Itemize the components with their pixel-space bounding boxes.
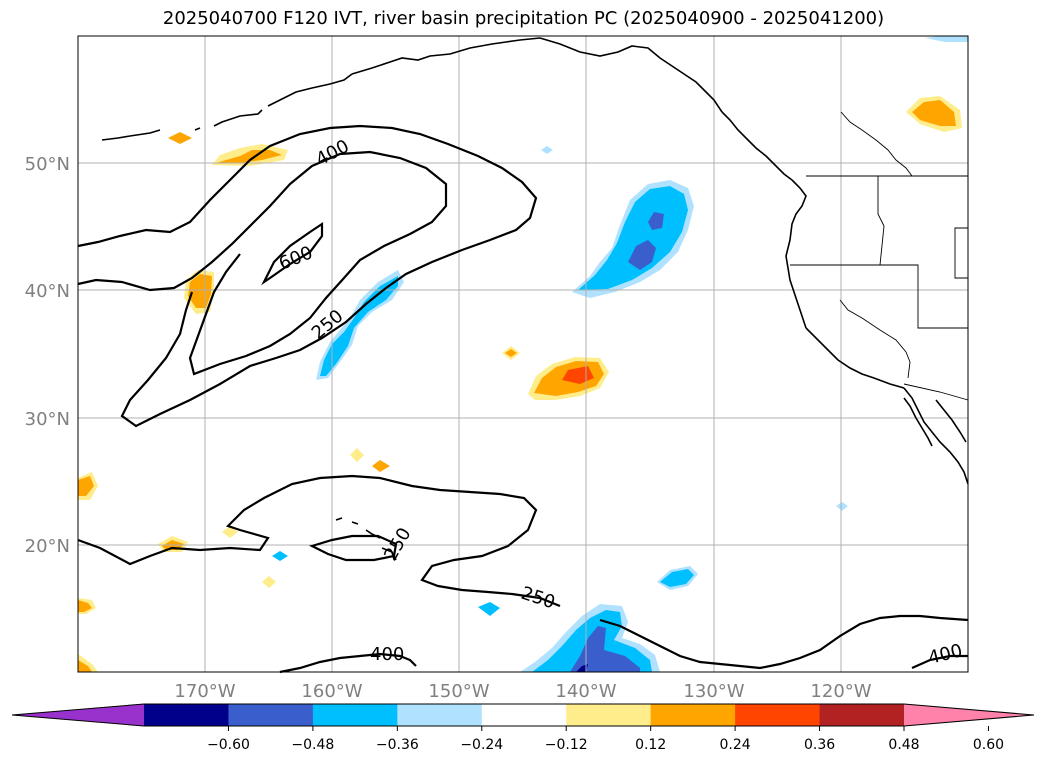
anomaly-orange-ne [912, 100, 956, 126]
lon-label-170w: 170°W [174, 681, 235, 702]
anomaly-orange-edge2 [78, 600, 92, 612]
graticule [78, 36, 968, 672]
anomaly-blue-small5 [836, 502, 848, 511]
colorbar-segment [312, 704, 398, 726]
anomaly-darkblue-south [570, 626, 640, 672]
colorbar-outline [11, 703, 1035, 727]
anomaly-cyan-band [320, 276, 398, 376]
colorbar-tick-label: −0.12 [545, 737, 588, 753]
colorbar-segment [819, 704, 905, 726]
ivt-contours [77, 124, 969, 674]
colorbar-tick-label: 0.12 [635, 737, 666, 753]
anomaly-cyan-small3 [272, 551, 288, 561]
map-title: 2025040700 F120 IVT, river basin precipi… [162, 8, 885, 29]
anomaly-cyan-small2 [478, 602, 500, 616]
lat-label-20n: 20°N [25, 536, 70, 557]
colorbar-segment [735, 704, 821, 726]
longitude-labels: 170°W 160°W 150°W 140°W 130°W 120°W [174, 681, 871, 702]
anomaly-orange-edge1 [78, 476, 94, 496]
anomaly-orange-west [188, 274, 212, 308]
lat-label-40n: 40°N [25, 281, 70, 302]
lon-label-140w: 140°W [555, 681, 616, 702]
lon-label-130w: 130°W [683, 681, 744, 702]
anomaly-cyan-ne [578, 186, 688, 290]
lon-label-150w: 150°W [428, 681, 489, 702]
colorbar-tick-label: 0.48 [888, 737, 919, 753]
anomaly-yellow-s3 [350, 448, 364, 462]
colorbar-extend-low [12, 704, 144, 726]
lon-label-160w: 160°W [301, 681, 362, 702]
anomaly-yellow-s7 [262, 576, 276, 588]
colorbar-segment [397, 704, 483, 726]
colorbar-tick-label: 0.24 [720, 737, 751, 753]
colorbar-segment [144, 704, 229, 726]
colorbar-tick-label: −0.60 [207, 737, 250, 753]
lat-label-30n: 30°N [25, 409, 70, 430]
lat-label-50n: 50°N [25, 154, 70, 175]
anomaly-cyan-small1 [660, 569, 694, 587]
colorbar-segment [228, 704, 314, 726]
colorbar-tick-label: −0.24 [460, 737, 503, 753]
anomaly-darkblue-ne1 [628, 240, 656, 270]
colorbar-tick-label: 0.36 [804, 737, 835, 753]
anomaly-blue-small4 [541, 146, 553, 154]
borders [790, 111, 969, 401]
anomaly-orange-s1 [168, 132, 192, 144]
colorbar-segment [481, 704, 567, 726]
colorbar-tick-label: −0.36 [376, 737, 419, 753]
anomaly-darkblue-ne2 [648, 212, 664, 230]
anomaly-navy-south [576, 664, 588, 672]
colorbar: −0.60 −0.48 −0.36 −0.24 −0.12 0.12 0.24 0.36 0.4… [11, 703, 1035, 753]
colorbar-segment [566, 704, 652, 726]
anomaly-blue-corner [925, 36, 968, 42]
colorbar-segment [650, 704, 736, 726]
colorbar-extend-high [904, 704, 1034, 726]
anomaly-orange-north [216, 150, 282, 163]
anomaly-orange-s2 [505, 349, 517, 357]
latitude-labels: 50°N 40°N 30°N 20°N [25, 154, 70, 557]
anomaly-orange-s4 [372, 460, 390, 472]
map-background [78, 36, 968, 672]
colorbar-tick-label: 0.60 [973, 737, 1004, 753]
coastlines [101, 37, 969, 561]
contour-label-400b: 400 [370, 644, 404, 665]
colorbar-tick-label: −0.48 [291, 737, 334, 753]
map-frame [77, 35, 969, 673]
anomaly-orange-edge3 [78, 660, 92, 672]
lon-label-120w: 120°W [810, 681, 871, 702]
